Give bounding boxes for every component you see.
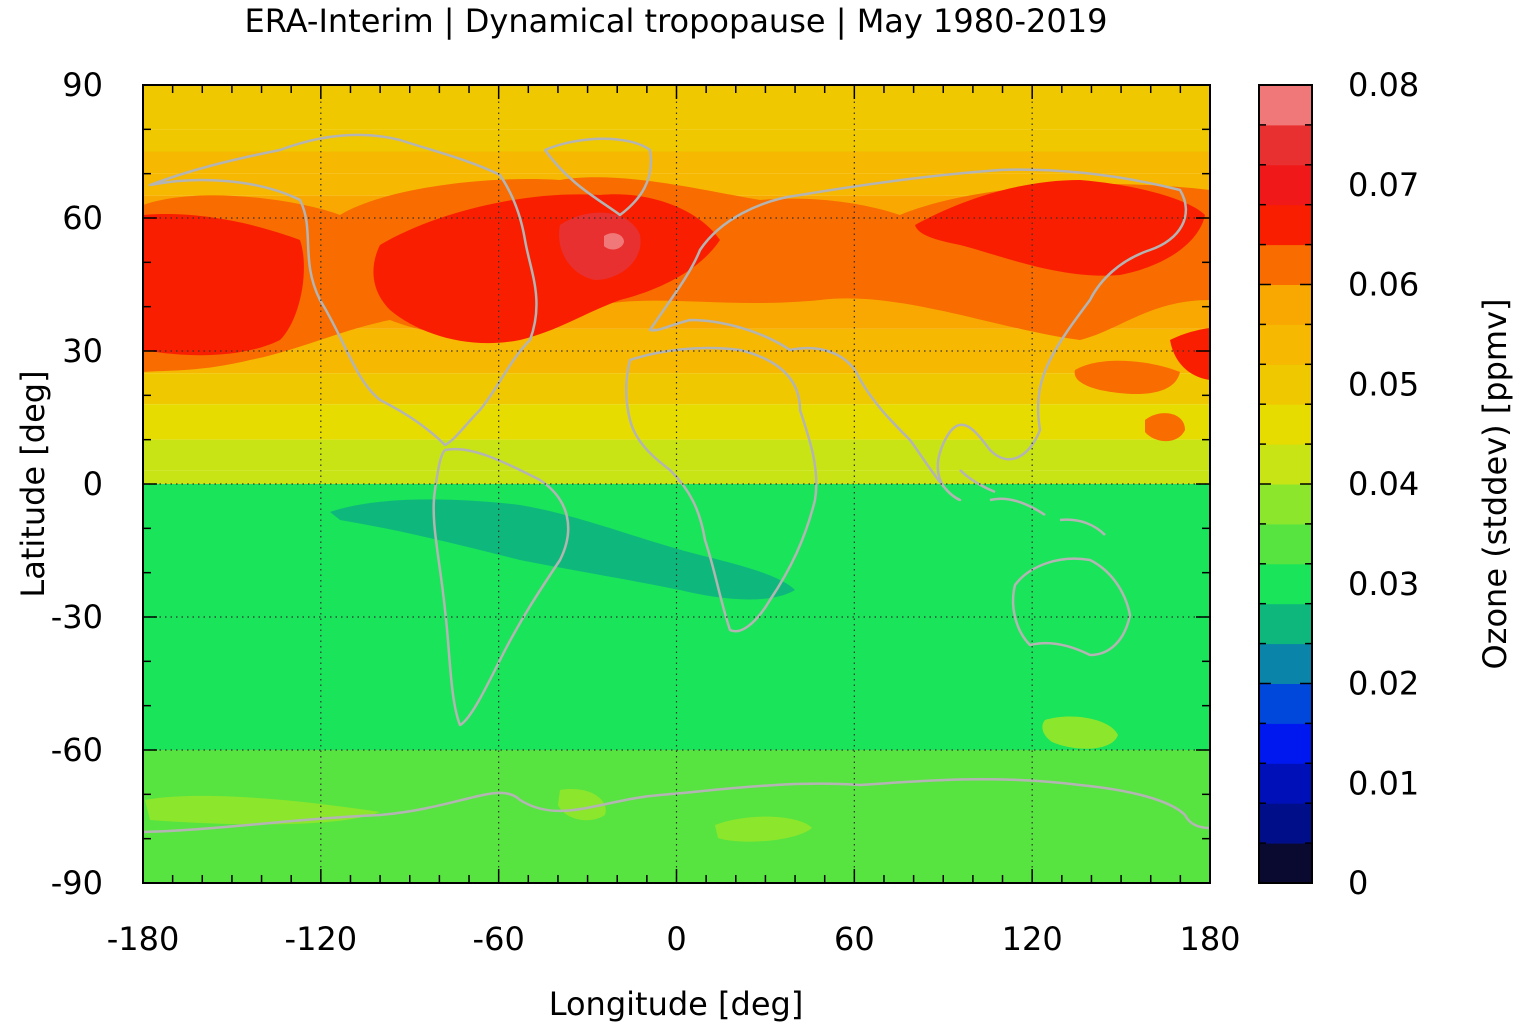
y-tick-label: 90 [62,66,103,104]
field-patch [1145,413,1185,442]
axis-ticks [142,84,1211,884]
x-tick-label: 120 [1002,920,1063,958]
y-tick-label: 30 [62,332,103,370]
colorbar-segment [1259,723,1312,764]
colorbar-segment [1259,603,1312,645]
colorbar-segment [1259,85,1312,126]
colorbar-segment [1259,523,1312,565]
x-tick-labels: -180 -120 -60 0 60 120 180 [107,920,1241,958]
field-patch [559,212,641,280]
coastline-australia [1011,557,1132,657]
colorbar-tick-label: 0.07 [1348,166,1419,204]
y-axis-label: Latitude [deg] [14,370,52,597]
field-patch [1042,716,1118,749]
colorbar-tick-label: 0.04 [1348,465,1419,503]
colorbar-tick-label: 0.06 [1348,266,1419,304]
field-patch [715,816,812,842]
grid [143,85,1210,883]
y-tick-labels: 90 60 30 0 -30 -60 -90 [51,66,103,902]
x-tick-label: -120 [285,920,358,958]
coastline-north-america [148,133,538,447]
chart-title: ERA-Interim | Dynamical tropopause | May… [245,2,1108,40]
colorbar-segment [1259,563,1312,605]
colorbar-segment [1259,324,1312,365]
coastline-antarctica [143,777,1210,834]
field-patch [143,637,1210,695]
colorbar-segment [1259,643,1312,684]
latitude-band [143,439,1210,471]
colorbar-segment [1259,404,1312,445]
colorbar-ticks [1259,84,1312,884]
colorbar-segment [1259,843,1312,884]
colorbar-tick-label: 0.01 [1348,764,1419,802]
colorbar-tick-label: 0.03 [1348,565,1419,603]
colorbar-segment [1259,164,1312,206]
y-tick-label: 0 [83,465,103,503]
x-tick-label: 0 [666,920,686,958]
field-patch [558,789,606,821]
y-tick-label: -90 [51,864,103,902]
field-patch [604,233,624,250]
field-patches [143,177,1210,842]
field-patch [143,214,304,356]
colorbar-tick-label: 0.02 [1348,665,1419,703]
colorbar-label: Ozone (stddev) [ppmv] [1476,298,1514,669]
coastline-maritime [959,469,1106,536]
colorbar-segment [1259,284,1312,325]
colorbar [1259,85,1312,884]
x-tick-label: 180 [1179,920,1240,958]
x-tick-label: -180 [107,920,180,958]
colorbar-segment [1259,124,1312,166]
field-patch [1170,328,1210,380]
colorbar-segment [1259,484,1312,525]
field-patch [915,180,1205,276]
field-patch [1074,360,1180,395]
x-axis-label: Longitude [deg] [549,985,804,1023]
y-tick-label: -30 [51,598,103,636]
x-tick-label: -60 [473,920,525,958]
colorbar-segment [1259,204,1312,246]
colorbar-segment [1259,364,1312,405]
y-tick-label: 60 [62,199,103,237]
coastline-africa [625,346,818,633]
colorbar-tick-label: 0.08 [1348,66,1419,104]
colorbar-segment [1259,683,1312,724]
coastlines [143,133,1210,834]
y-tick-label: -60 [51,731,103,769]
colorbar-segment [1259,444,1312,485]
coastline-greenland [543,137,653,217]
colorbar-segment [1259,244,1312,285]
colorbar-tick-labels: 0 0.01 0.02 0.03 0.04 0.05 0.06 0.07 0.08 [1348,66,1419,902]
x-tick-label: 60 [834,920,875,958]
colorbar-tick-label: 0 [1348,864,1368,902]
colorbar-tick-label: 0.05 [1348,365,1419,403]
colorbar-segment [1259,803,1312,844]
colorbar-segment [1259,763,1312,804]
coastline-europe-asia [648,168,1188,502]
coastline-south-america [432,447,570,727]
field-patch [330,499,795,600]
